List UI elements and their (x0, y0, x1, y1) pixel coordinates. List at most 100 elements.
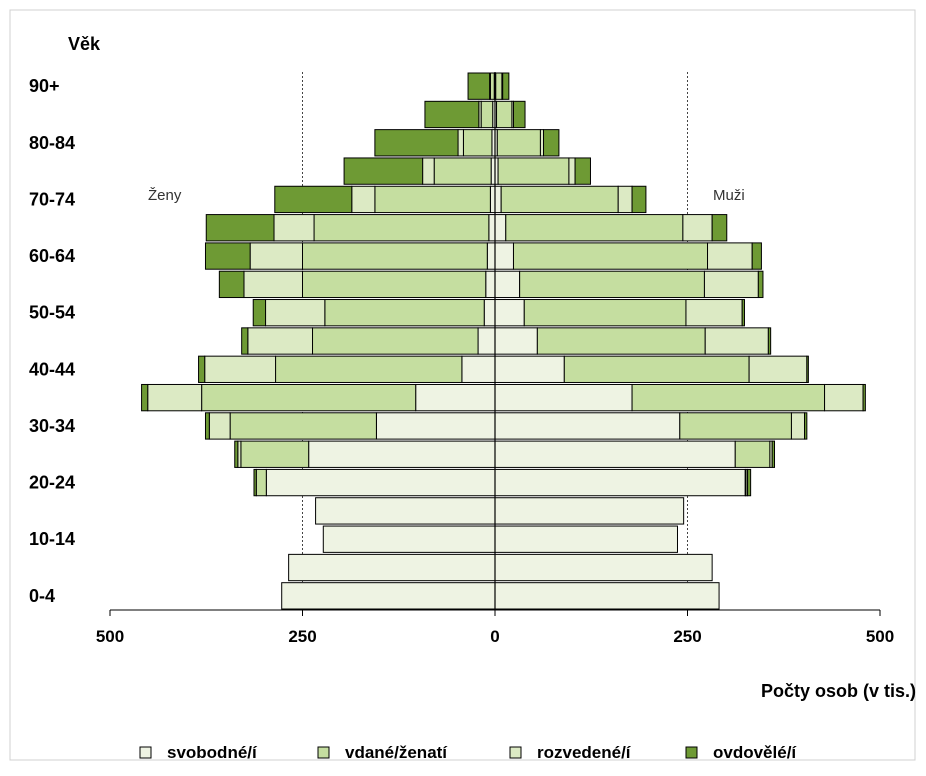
bar-women-vdane_zenati-85-89 (480, 100, 494, 129)
bar-men-rozvedene-35-39 (824, 383, 864, 412)
legend-swatch (509, 746, 522, 759)
bar-women-rozvedene-30-34 (208, 412, 231, 440)
bar-men-vdane_zenati-90+ (495, 72, 503, 100)
bar-women-ovdovele-60-64 (204, 242, 251, 270)
x-tick-label: 250 (673, 627, 701, 646)
y-tick-label: 0-4 (29, 586, 55, 606)
bar-women-rozvedene-80-84 (457, 129, 464, 157)
bar-men-vdane_zenati-45-49 (536, 327, 706, 355)
bar-men-svobodne-25-29 (494, 440, 736, 468)
y-tick-label: 90+ (29, 76, 60, 96)
bar-women-svobodne-60-64 (486, 242, 496, 270)
bar-women-rozvedene-35-39 (147, 383, 203, 412)
bar-women-svobodne-30-34 (375, 412, 496, 440)
bar-men-ovdovele-65-69 (711, 214, 728, 242)
bar-men-svobodne-15-19 (494, 497, 685, 525)
x-tick-label: 500 (96, 627, 124, 646)
bar-women-svobodne-50-54 (483, 299, 496, 327)
bar-men-vdane_zenati-70-74 (500, 185, 619, 214)
bar-men-ovdovele-75-79 (574, 157, 591, 185)
bar-women-ovdovele-40-44 (198, 355, 206, 383)
y-tick-label: 50-54 (29, 303, 75, 323)
bar-men-rozvedene-30-34 (790, 412, 806, 440)
y-tick-label: 30-34 (29, 416, 75, 436)
x-axis-title: Počty osob (v tis.) (761, 681, 916, 701)
bar-women-vdane_zenati-35-39 (201, 383, 417, 412)
bar-men-svobodne-50-54 (494, 299, 525, 327)
bar-women-vdane_zenati-55-59 (302, 270, 487, 299)
bar-men-ovdovele-40-44 (806, 355, 809, 383)
bar-women-rozvedene-40-44 (204, 355, 277, 383)
bar-women-vdane_zenati-90+ (489, 72, 495, 100)
bar-women-rozvedene-55-59 (243, 270, 303, 299)
bar-women-ovdovele-70-74 (274, 185, 353, 214)
bar-women-ovdovele-80-84 (374, 129, 459, 157)
bar-men-svobodne-70-74 (494, 185, 502, 214)
bar-men-vdane_zenati-65-69 (505, 214, 684, 242)
axes-layer: 500 250 0 250 500 0-4 10-14 20-24 30-34 40-44 50-5… (29, 72, 894, 646)
bar-women-rozvedene-75-79 (422, 157, 435, 185)
bar-women-rozvedene-70-74 (351, 185, 376, 214)
bar-women-ovdovele-45-49 (241, 327, 249, 355)
bar-men-vdane_zenati-40-44 (563, 355, 750, 383)
bar-women-svobodne-25-29 (308, 440, 496, 468)
bar-men-ovdovele-20-24 (747, 468, 752, 497)
legend-label: ovdovělé/í (713, 743, 797, 762)
legend-swatch (685, 746, 698, 759)
legend-item-rozvedene: rozvedené/í (509, 743, 632, 762)
bar-men-svobodne-20-24 (494, 468, 746, 497)
legend-label: rozvedené/í (537, 743, 632, 762)
bar-women-vdane_zenati-40-44 (275, 355, 463, 383)
bar-men-svobodne-10-14 (494, 525, 678, 553)
legend-item-svobodne: svobodné/í (139, 743, 258, 762)
bar-women-vdane_zenati-30-34 (229, 412, 377, 440)
bar-men-rozvedene-55-59 (703, 270, 759, 299)
bar-men-vdane_zenati-60-64 (512, 242, 709, 270)
bar-men-rozvedene-75-79 (568, 157, 576, 185)
bar-men-vdane_zenati-25-29 (734, 440, 771, 468)
bar-men-svobodne-30-34 (494, 412, 681, 440)
bar-men-ovdovele-85-89 (512, 100, 526, 129)
bar-men-ovdovele-50-54 (741, 299, 745, 327)
bar-women-ovdovele-20-24 (253, 468, 257, 497)
bar-women-vdane_zenati-45-49 (312, 327, 479, 355)
bar-women-svobodne-45-49 (477, 327, 496, 355)
bar-men-ovdovele-60-64 (751, 242, 762, 270)
bar-women-ovdovele-25-29 (234, 440, 239, 468)
bar-men-vdane_zenati-75-79 (497, 157, 570, 185)
bar-women-ovdovele-30-34 (204, 412, 210, 440)
legend-label: svobodné/í (167, 743, 258, 762)
bar-women-ovdovele-65-69 (205, 214, 275, 242)
legend-item-vdane_zenati: vdané/ženatí (317, 743, 448, 762)
bar-men-vdane_zenati-35-39 (631, 383, 826, 412)
bar-men-svobodne-0-4 (494, 582, 720, 610)
right-side-label: Muži (713, 187, 745, 204)
left-side-label: Ženy (148, 187, 182, 204)
bar-men-svobodne-35-39 (494, 383, 633, 412)
legend: svobodné/í vdané/ženatí rozvedené/í ovdověl… (139, 743, 797, 762)
bar-men-svobodne-5-9 (494, 553, 713, 582)
bar-women-svobodne-15-19 (315, 497, 496, 525)
y-tick-label: 80-84 (29, 133, 75, 153)
y-tick-label: 10-14 (29, 529, 75, 549)
bar-men-ovdovele-90+ (502, 72, 510, 100)
bar-men-rozvedene-45-49 (704, 327, 769, 355)
y-axis-title: Věk (68, 34, 101, 54)
legend-item-ovdovele: ovdovělé/í (685, 743, 797, 762)
bar-women-vdane_zenati-50-54 (324, 299, 485, 327)
bar-men-ovdovele-55-59 (757, 270, 764, 299)
labels-layer: Věk Ženy Muži Počty osob (v tis.) (68, 34, 916, 701)
bar-men-rozvedene-50-54 (685, 299, 743, 327)
bar-women-rozvedene-50-54 (265, 299, 326, 327)
x-tick-label: 500 (866, 627, 894, 646)
bar-men-ovdovele-30-34 (804, 412, 808, 440)
bar-men-vdane_zenati-80-84 (496, 129, 541, 157)
legend-swatch (139, 746, 152, 759)
bar-men-vdane_zenati-50-54 (523, 299, 687, 327)
bar-women-rozvedene-60-64 (249, 242, 303, 270)
y-tick-label: 40-44 (29, 359, 75, 379)
bar-men-svobodne-40-44 (494, 355, 565, 383)
bar-women-svobodne-0-4 (281, 582, 496, 610)
